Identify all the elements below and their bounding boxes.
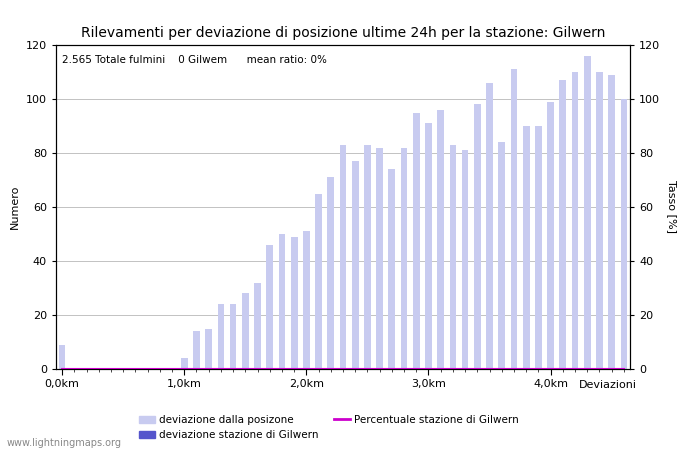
Bar [584, 56, 591, 369]
Legend: deviazione dalla posizone, deviazione stazione di Gilwern, Percentuale stazione : deviazione dalla posizone, deviazione st… [139, 415, 519, 440]
Bar [254, 283, 261, 369]
Bar [205, 328, 212, 369]
Bar [193, 331, 199, 369]
Title: Rilevamenti per deviazione di posizione ultime 24h per la stazione: Gilwern: Rilevamenti per deviazione di posizione … [80, 26, 606, 40]
Y-axis label: Tasso [%]: Tasso [%] [667, 180, 677, 234]
Bar [315, 194, 322, 369]
Bar [59, 345, 66, 369]
Bar [242, 293, 248, 369]
Bar [218, 304, 224, 369]
Bar [462, 150, 468, 369]
Bar [181, 358, 188, 369]
Bar [510, 69, 517, 369]
Bar [438, 110, 444, 369]
Bar [279, 234, 286, 369]
Bar [535, 126, 542, 369]
Bar [547, 102, 554, 369]
Bar [523, 126, 529, 369]
Bar [267, 245, 273, 369]
Bar [620, 99, 627, 369]
Bar [474, 104, 481, 369]
Bar [498, 142, 505, 369]
Bar [559, 80, 566, 369]
Bar [449, 145, 456, 369]
Bar [425, 123, 432, 369]
Bar [400, 148, 407, 369]
Bar [352, 161, 358, 369]
Bar [230, 304, 237, 369]
Bar [364, 145, 371, 369]
Y-axis label: Numero: Numero [10, 185, 20, 229]
Bar [340, 145, 346, 369]
Bar [303, 231, 309, 369]
Bar [572, 72, 578, 369]
Bar [290, 237, 298, 369]
Bar [486, 83, 493, 369]
Text: 2.565 Totale fulmini    0 Gilwem      mean ratio: 0%: 2.565 Totale fulmini 0 Gilwem mean ratio… [62, 55, 327, 65]
Bar [377, 148, 383, 369]
Bar [608, 75, 615, 369]
Bar [328, 177, 334, 369]
Bar [389, 169, 396, 369]
Text: www.lightningmaps.org: www.lightningmaps.org [7, 438, 122, 448]
Bar [596, 72, 603, 369]
Text: Deviazioni: Deviazioni [579, 380, 637, 390]
Bar [413, 112, 419, 369]
